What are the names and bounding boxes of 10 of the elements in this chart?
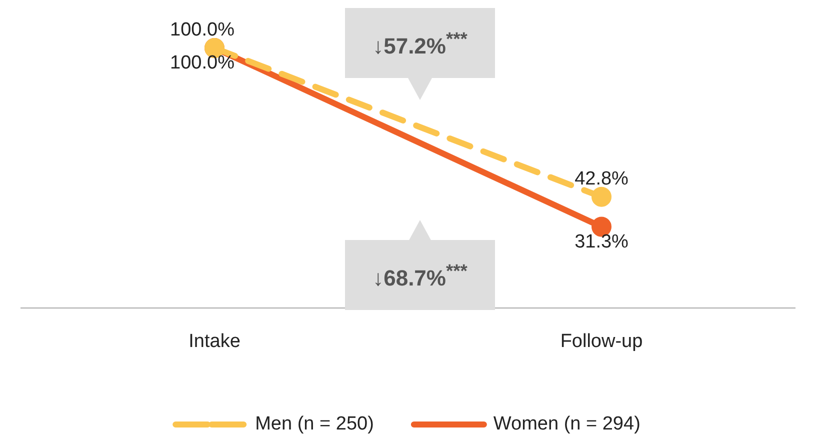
legend-label: Women (n = 294) xyxy=(493,414,640,435)
legend-label: Men (n = 250) xyxy=(255,414,374,435)
data-label: 42.8% xyxy=(574,168,629,190)
x-tick-label: Intake xyxy=(188,330,240,352)
annotation: ↓57.2%$^{***}$ xyxy=(372,28,468,60)
data-label: 100.0% xyxy=(170,20,235,41)
text: ↓68.7%$^{***}$ xyxy=(372,260,468,292)
data-label: 31.3% xyxy=(574,231,629,252)
data-label: 100.0% xyxy=(170,52,235,74)
x-tick-label: Follow-up xyxy=(560,330,643,352)
